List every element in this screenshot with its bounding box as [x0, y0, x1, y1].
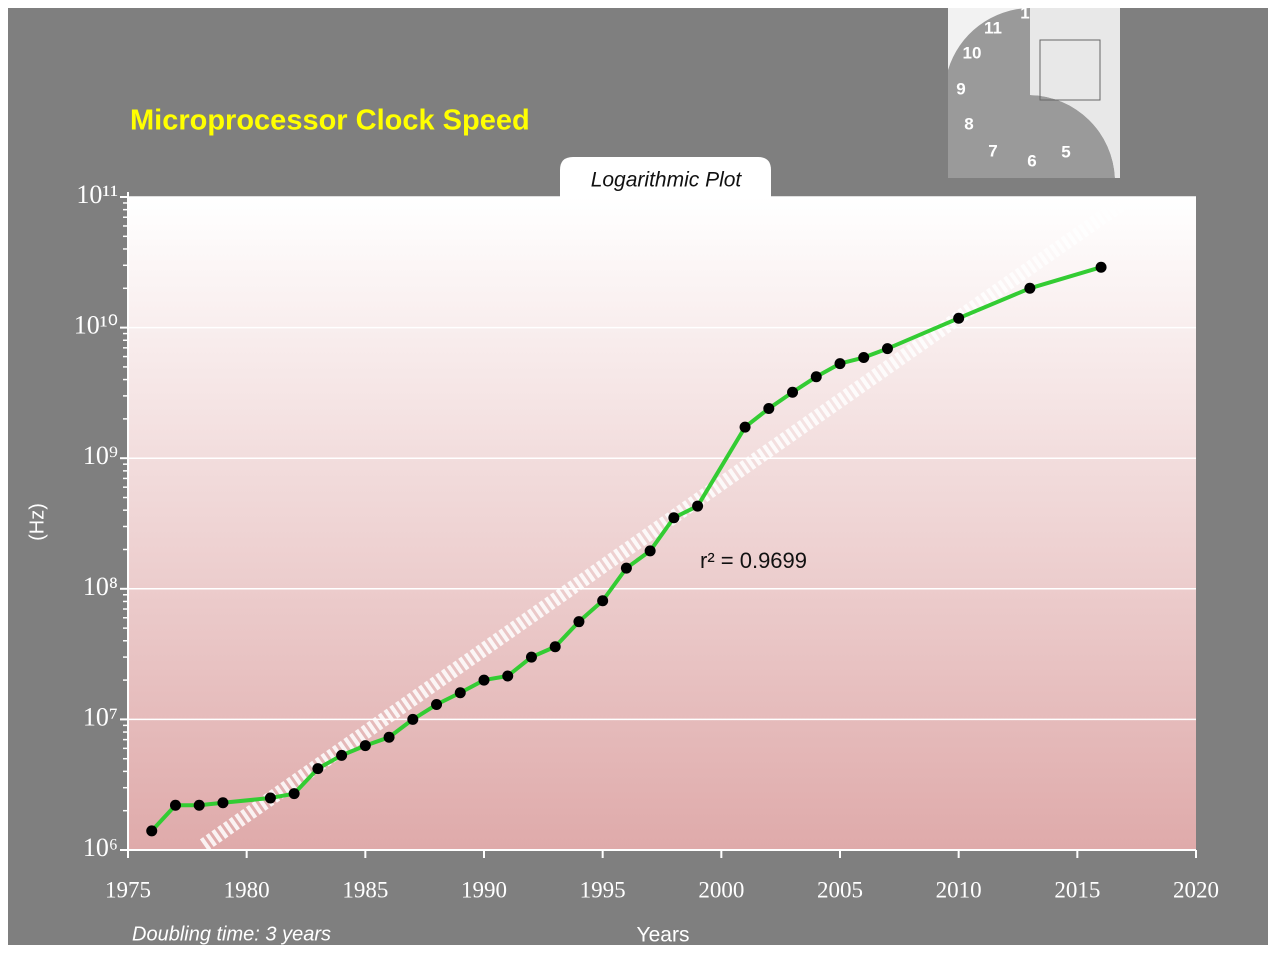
logo-chip — [1030, 8, 1120, 178]
y-tick-label: 10⁹ — [83, 441, 118, 470]
data-point — [169, 799, 181, 811]
logo-number: 6 — [1027, 151, 1036, 170]
x-tick-label: 2015 — [1054, 877, 1100, 902]
subtitle-tab — [560, 157, 771, 197]
x-tick-label: 2005 — [817, 877, 863, 902]
data-point — [668, 512, 680, 524]
data-point — [953, 312, 965, 324]
data-point — [692, 500, 704, 512]
logo-number: 5 — [1061, 142, 1070, 161]
data-point — [834, 358, 846, 370]
data-point — [763, 403, 775, 415]
data-point — [1095, 261, 1107, 273]
x-tick-label: 1995 — [580, 877, 626, 902]
chart-title: Microprocessor Clock Speed — [130, 105, 530, 137]
data-point — [193, 799, 205, 811]
x-tick-label: 2010 — [936, 877, 982, 902]
logo-number: 11 — [984, 18, 1002, 37]
logo-number: 7 — [988, 141, 997, 160]
y-tick-label: 10¹⁰ — [74, 311, 118, 340]
plot-area — [128, 197, 1196, 850]
data-point — [407, 713, 419, 725]
data-point — [810, 371, 822, 383]
data-point — [858, 352, 870, 364]
data-point — [146, 825, 158, 837]
x-tick-label: 1975 — [105, 877, 151, 902]
x-tick-label: 1990 — [461, 877, 507, 902]
data-point — [431, 699, 443, 711]
data-point — [288, 788, 300, 800]
r-squared: r² = 0.9699 — [700, 548, 807, 573]
x-tick-label: 2000 — [698, 877, 744, 902]
data-point — [502, 670, 514, 682]
logo-number: 9 — [956, 79, 965, 98]
y-tick-label: 10¹¹ — [76, 180, 118, 209]
data-point — [312, 763, 324, 775]
x-axis-label: Years — [637, 924, 690, 947]
trend-line — [199, 199, 1125, 851]
data-point — [217, 797, 229, 809]
data-point — [573, 616, 585, 628]
data-point — [264, 792, 276, 804]
x-tick-label: 1980 — [224, 877, 270, 902]
y-axis-label: (Hz) — [26, 503, 48, 541]
data-point — [787, 386, 799, 398]
logo-number: 1 — [1020, 3, 1029, 22]
x-tick-label: 1985 — [342, 877, 388, 902]
data-point — [620, 562, 632, 574]
logo-number: 10 — [963, 43, 982, 62]
logo-chip-outline — [1039, 39, 1101, 101]
y-tick-label: 10⁷ — [83, 702, 118, 731]
data-point — [359, 740, 371, 752]
logo-dial — [948, 8, 1115, 178]
data-point — [597, 595, 609, 607]
data-point — [881, 343, 893, 355]
data-point — [644, 545, 656, 557]
data-point — [739, 421, 751, 433]
data-point — [478, 674, 490, 686]
data-point — [1024, 282, 1036, 294]
data-point — [383, 731, 395, 743]
x-tick-label: 2020 — [1173, 877, 1219, 902]
subtitle: Logarithmic Plot — [591, 169, 743, 192]
doubling-note: Doubling time: 3 years — [132, 923, 331, 945]
y-tick-label: 10⁶ — [83, 833, 118, 862]
data-point — [525, 651, 537, 663]
logo-number: 8 — [964, 114, 973, 133]
data-point — [336, 749, 348, 761]
y-tick-label: 10⁸ — [83, 572, 118, 601]
data-point — [549, 641, 561, 653]
data-point — [454, 687, 466, 699]
